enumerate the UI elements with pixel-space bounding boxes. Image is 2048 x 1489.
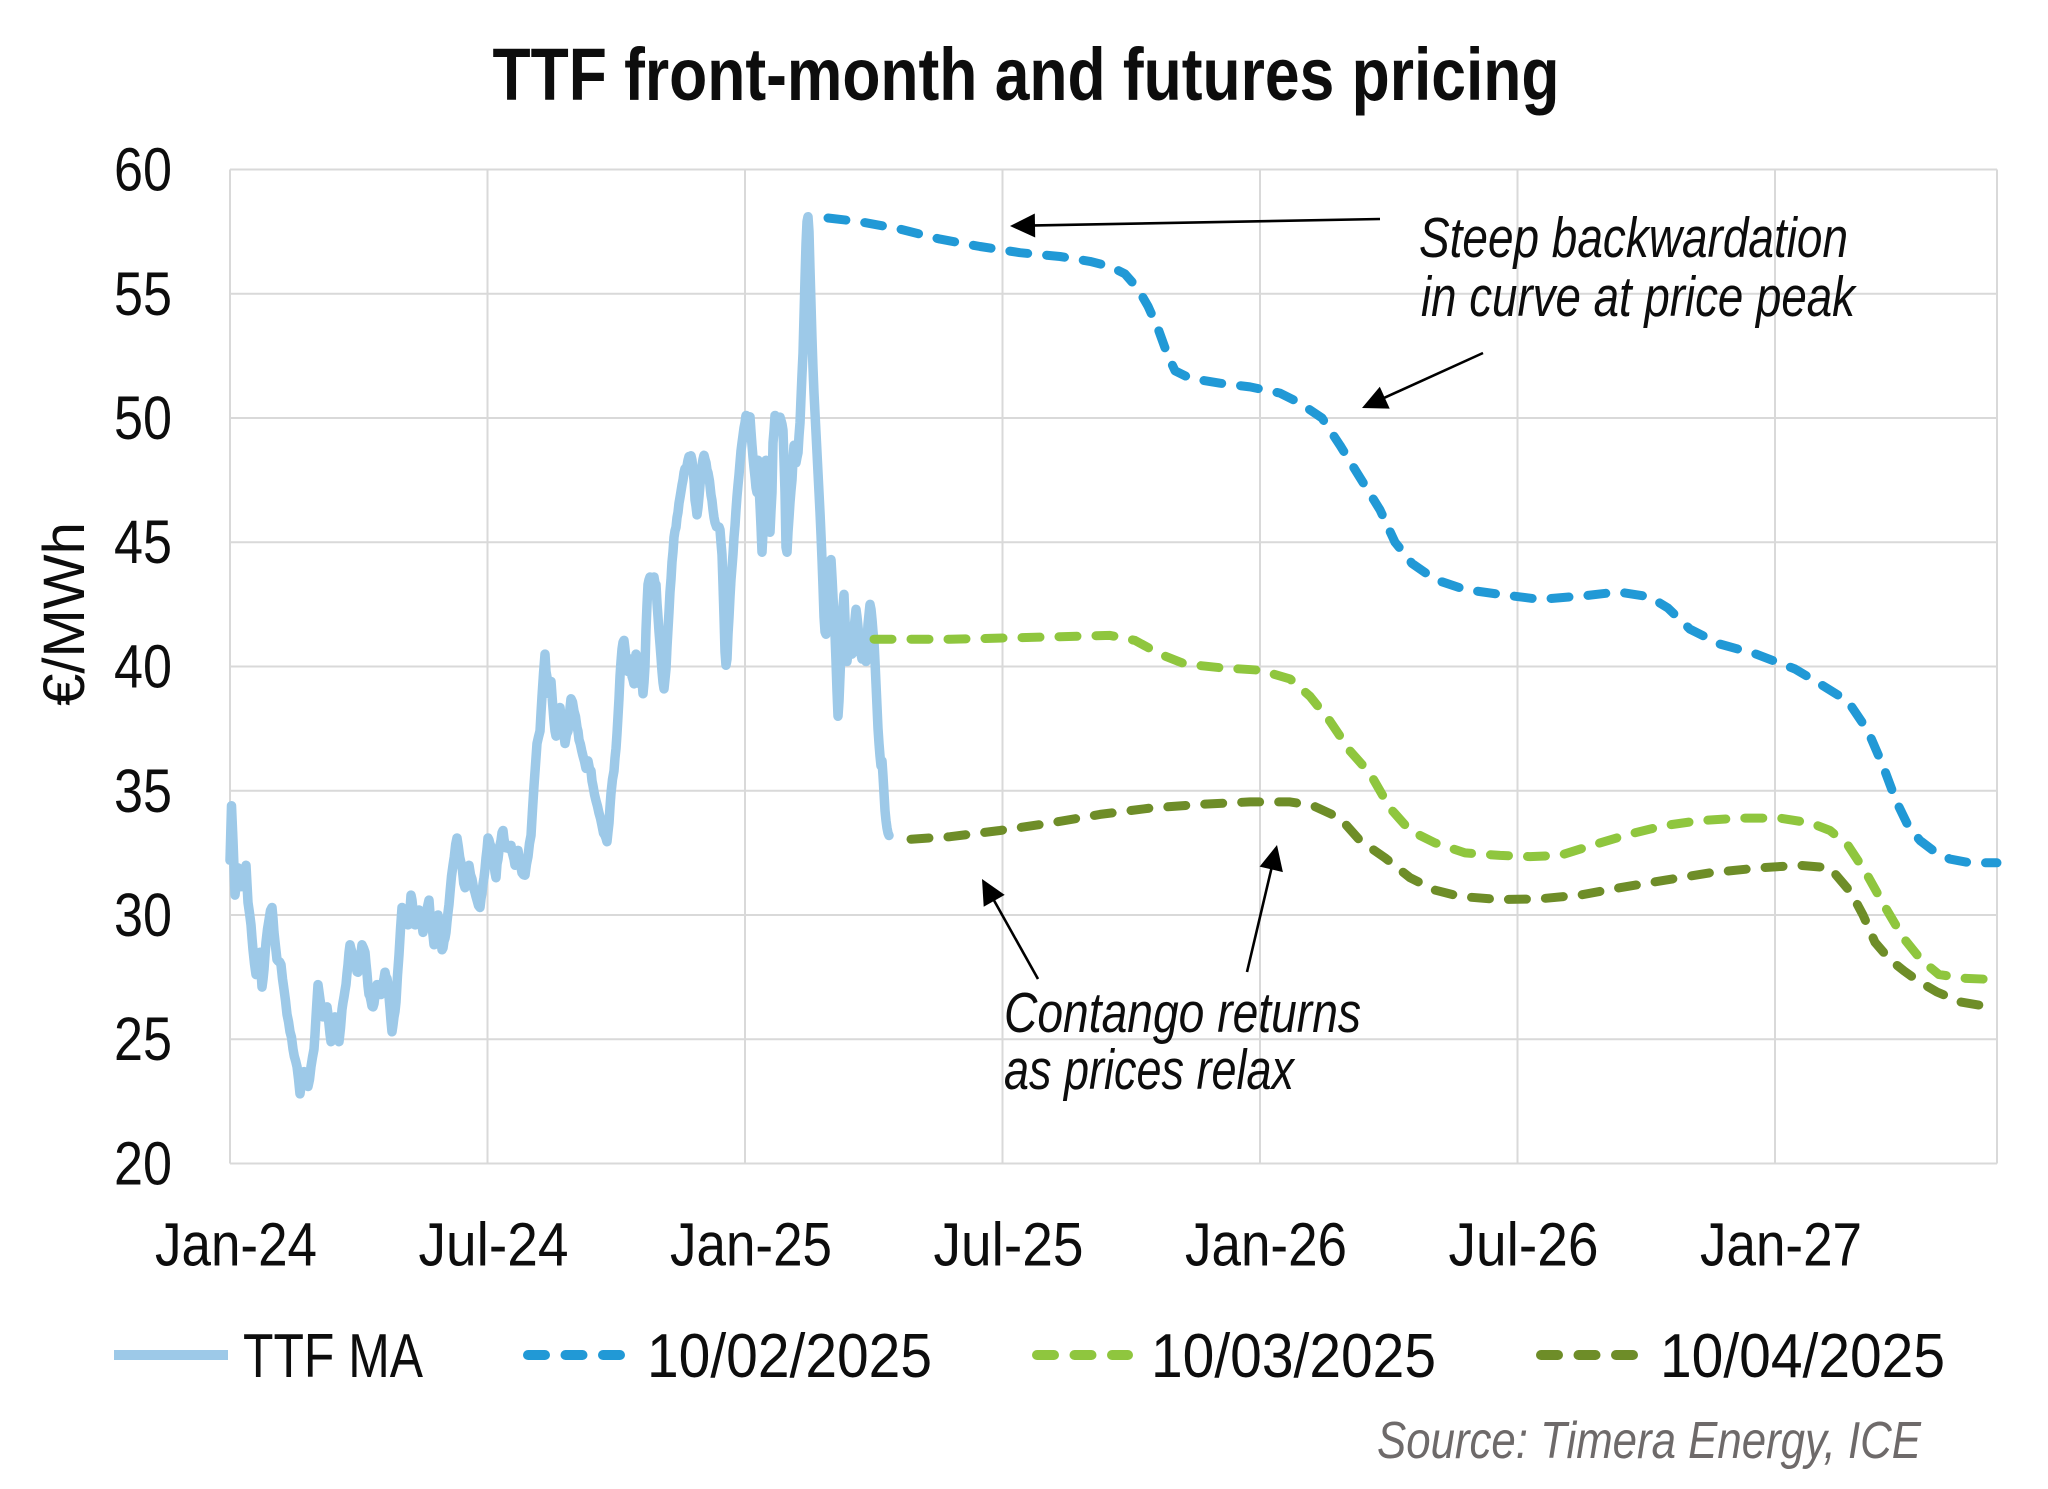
svg-text:10/02/2025: 10/02/2025: [647, 1322, 932, 1391]
svg-text:20: 20: [114, 1130, 172, 1198]
svg-text:Jul-24: Jul-24: [419, 1211, 569, 1279]
svg-text:55: 55: [114, 260, 172, 328]
svg-text:Contango returns: Contango returns: [1004, 981, 1361, 1045]
svg-text:30: 30: [114, 881, 172, 949]
svg-text:60: 60: [114, 136, 172, 204]
svg-text:45: 45: [114, 508, 172, 576]
svg-text:TTF front-month and futures pr: TTF front-month and futures pricing: [493, 33, 1560, 116]
svg-text:50: 50: [114, 384, 172, 452]
svg-text:Jul-26: Jul-26: [1449, 1211, 1599, 1279]
svg-text:40: 40: [114, 633, 172, 701]
svg-text:10/04/2025: 10/04/2025: [1660, 1322, 1945, 1391]
svg-text:Jan-24: Jan-24: [155, 1211, 317, 1279]
svg-text:25: 25: [114, 1005, 172, 1073]
svg-text:in curve at price peak: in curve at price peak: [1421, 265, 1857, 329]
svg-text:€/MWh: €/MWh: [32, 522, 97, 706]
svg-text:Jul-25: Jul-25: [934, 1211, 1084, 1279]
svg-text:as prices relax: as prices relax: [1004, 1038, 1296, 1102]
svg-text:Steep backwardation: Steep backwardation: [1419, 206, 1848, 270]
svg-text:TTF MA: TTF MA: [243, 1322, 424, 1391]
svg-text:35: 35: [114, 757, 172, 825]
svg-text:Jan-26: Jan-26: [1185, 1211, 1347, 1279]
svg-text:Source: Timera Energy, ICE: Source: Timera Energy, ICE: [1377, 1412, 1922, 1470]
svg-text:Jan-27: Jan-27: [1700, 1211, 1862, 1279]
svg-text:Jan-25: Jan-25: [670, 1211, 832, 1279]
svg-text:10/03/2025: 10/03/2025: [1151, 1322, 1436, 1391]
